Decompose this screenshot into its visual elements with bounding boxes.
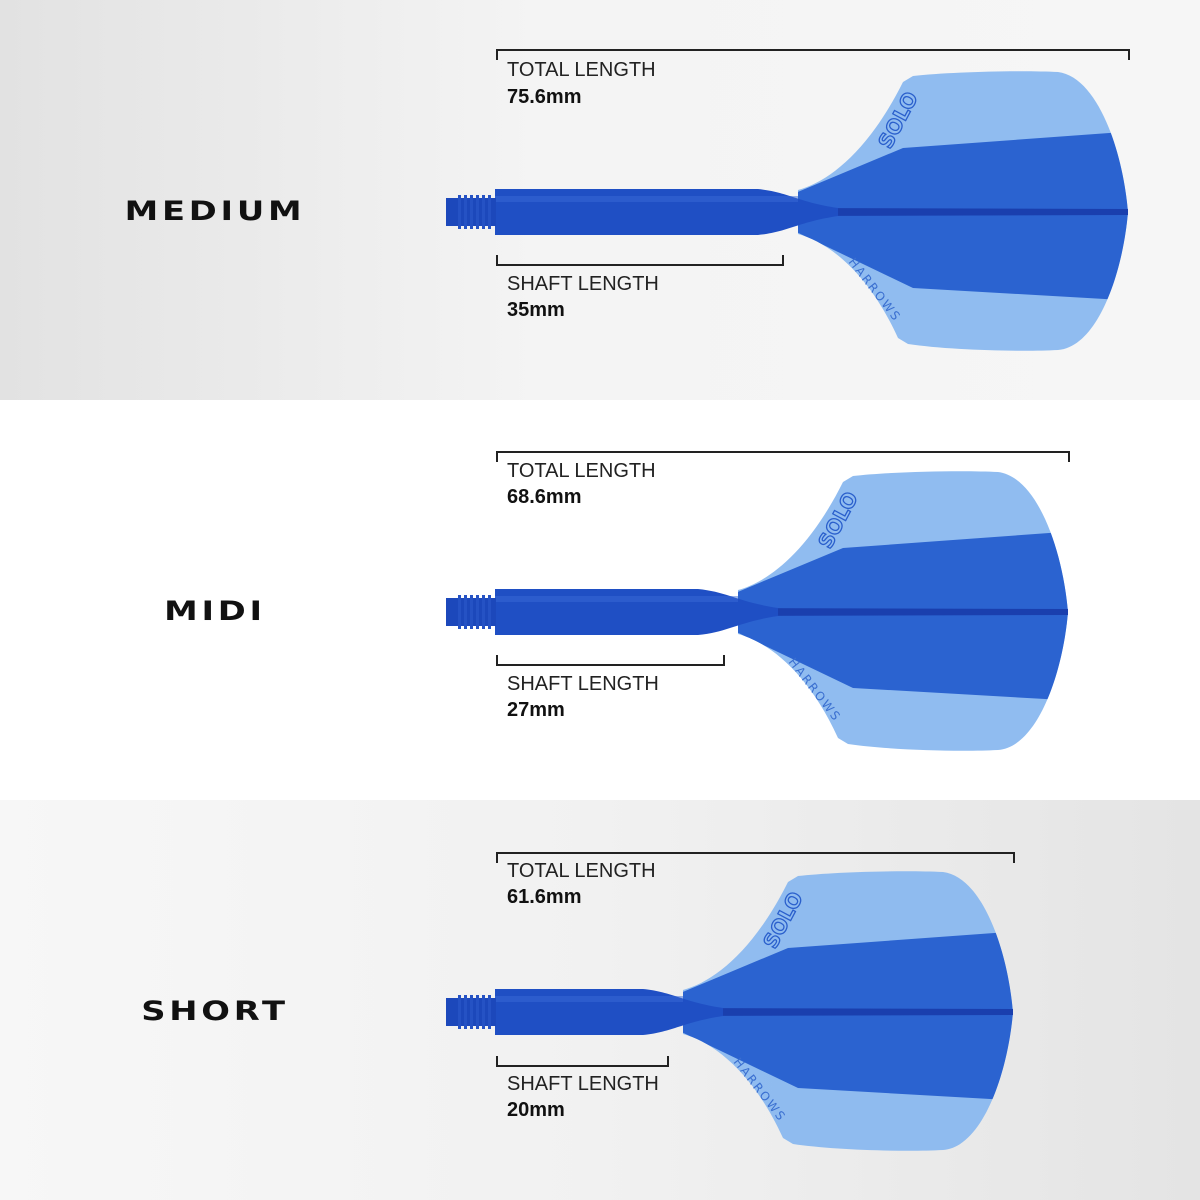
shaft-length-value: 35mm — [507, 299, 565, 321]
total-length-bracket — [496, 451, 1070, 462]
flight-dark-panel — [798, 132, 1128, 300]
thread-ridge — [476, 995, 479, 1029]
flight-stem — [738, 608, 1068, 616]
thread-ridge — [464, 995, 467, 1029]
thread-ridge — [464, 595, 467, 629]
shaft-highlight — [495, 596, 738, 602]
shaft-length-label: SHAFT LENGTH — [507, 673, 659, 695]
thread-ridge — [470, 595, 473, 629]
total-length-bracket — [496, 49, 1130, 60]
total-length-label: TOTAL LENGTH — [507, 460, 656, 482]
thread-ridge — [476, 595, 479, 629]
thread-ridge — [470, 195, 473, 229]
total-length-bracket — [496, 852, 1015, 863]
thread-ridge — [488, 195, 491, 229]
thread-ridge — [482, 995, 485, 1029]
size-label: SHORT — [141, 996, 289, 1027]
shaft-length-bracket — [496, 255, 784, 266]
thread-ridge — [458, 595, 461, 629]
shaft-highlight — [495, 996, 683, 1002]
flight-stem — [798, 208, 1128, 216]
total-length-value: 75.6mm — [507, 86, 582, 108]
shaft-length-label: SHAFT LENGTH — [507, 273, 659, 295]
midi-section: MIDI TOTAL LENGTH 68.6mm SHAFT LENGTH 27… — [0, 400, 1200, 800]
thread-ridge — [470, 995, 473, 1029]
shaft-highlight — [495, 196, 798, 202]
thread-ridge — [488, 995, 491, 1029]
short-section: SHORT TOTAL LENGTH 61.6mm SHAFT LENGTH 2… — [0, 800, 1200, 1200]
medium-section: MEDIUM TOTAL LENGTH 75.6mm SHAFT LENGTH … — [0, 0, 1200, 400]
total-length-value: 68.6mm — [507, 486, 582, 508]
shaft-length-label: SHAFT LENGTH — [507, 1073, 659, 1095]
shaft-length-bracket — [496, 655, 725, 666]
thread-ridge — [458, 195, 461, 229]
thread-ridge — [458, 995, 461, 1029]
flight-stem — [683, 1008, 1013, 1016]
total-length-label: TOTAL LENGTH — [507, 860, 656, 882]
shaft-length-value: 20mm — [507, 1099, 565, 1121]
total-length-value: 61.6mm — [507, 886, 582, 908]
thread-ridge — [464, 195, 467, 229]
shaft — [495, 189, 838, 235]
shaft — [495, 589, 778, 635]
thread-ridge — [476, 195, 479, 229]
shaft-length-bracket — [496, 1056, 669, 1067]
total-length-label: TOTAL LENGTH — [507, 59, 656, 81]
flight-dark-panel — [683, 932, 1013, 1100]
size-label: MEDIUM — [124, 196, 306, 227]
shaft-length-value: 27mm — [507, 699, 565, 721]
thread-ridge — [482, 195, 485, 229]
thread-ridge — [488, 595, 491, 629]
size-label: MIDI — [164, 596, 266, 627]
thread-ridge — [482, 595, 485, 629]
flight-dark-panel — [738, 532, 1068, 700]
